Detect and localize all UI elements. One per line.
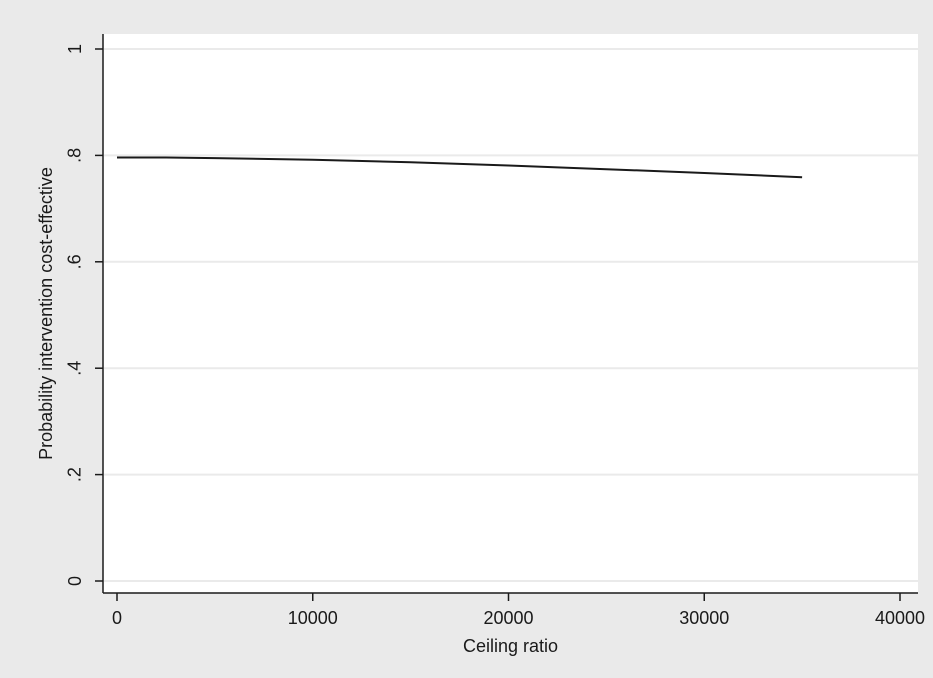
gridlines xyxy=(104,48,918,582)
x-axis-title: Ceiling ratio xyxy=(463,636,558,656)
ticks: 0 .2 .4 .6 .8 1 0 10000 20000 30000 40000 xyxy=(65,44,925,628)
axes xyxy=(102,34,918,594)
y-tick-label-1: .2 xyxy=(65,467,85,482)
x-tick-label-4: 40000 xyxy=(875,608,925,628)
y-axis-title: Probability intervention cost-effective xyxy=(36,167,56,460)
x-tick-label-3: 30000 xyxy=(679,608,729,628)
y-tick-label-0: 0 xyxy=(65,576,85,586)
x-tick-label-0: 0 xyxy=(112,608,122,628)
series-line-0 xyxy=(117,156,803,179)
y-tick-label-3: .6 xyxy=(65,254,85,269)
x-tick-label-2: 20000 xyxy=(483,608,533,628)
y-tick-label-5: 1 xyxy=(65,44,85,54)
y-tick-label-2: .4 xyxy=(65,361,85,376)
series-layer xyxy=(117,156,803,179)
x-tick-label-1: 10000 xyxy=(288,608,338,628)
plot-area xyxy=(103,34,918,593)
y-tick-label-4: .8 xyxy=(65,148,85,163)
